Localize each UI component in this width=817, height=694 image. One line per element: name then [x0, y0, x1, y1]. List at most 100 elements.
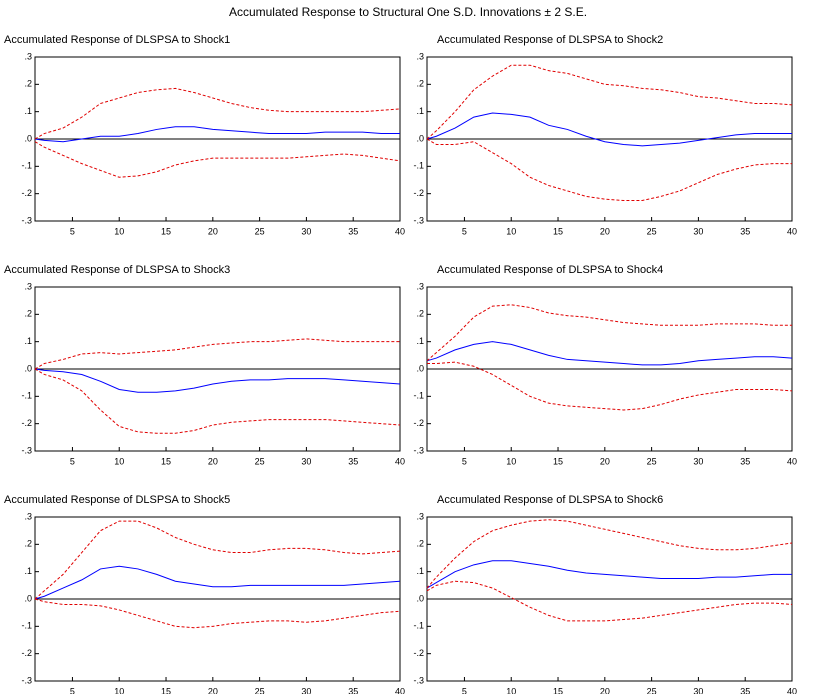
- x-tick-label: 5: [462, 686, 467, 694]
- x-tick-label: 15: [161, 456, 171, 466]
- y-tick-label: -.2: [21, 418, 32, 428]
- x-tick-label: 5: [70, 226, 75, 236]
- y-tick-label: .2: [24, 79, 32, 89]
- x-tick-label: 35: [740, 226, 750, 236]
- band-line: [426, 580, 793, 622]
- y-tick-label: .0: [24, 363, 32, 373]
- panel-title: Accumulated Response of DLSPSA to Shock2: [437, 34, 663, 46]
- panel-title: Accumulated Response of DLSPSA to Shock4: [437, 264, 663, 276]
- x-tick-label: 10: [114, 456, 124, 466]
- y-tick-label: .1: [416, 336, 424, 346]
- y-tick-label: .0: [416, 593, 424, 603]
- y-tick-label: -.1: [21, 161, 32, 171]
- x-tick-label: 40: [395, 686, 405, 694]
- panel-title: Accumulated Response of DLSPSA to Shock3: [4, 264, 230, 276]
- y-tick-label: -.3: [413, 445, 424, 455]
- x-tick-label: 30: [301, 686, 311, 694]
- x-tick-label: 35: [348, 686, 358, 694]
- x-tick-label: 30: [301, 226, 311, 236]
- x-tick-label: 5: [462, 456, 467, 466]
- x-tick-label: 35: [740, 686, 750, 694]
- x-tick-label: 30: [301, 456, 311, 466]
- x-tick-label: 40: [787, 456, 797, 466]
- x-tick-label: 25: [647, 456, 657, 466]
- y-tick-label: .1: [416, 106, 424, 116]
- band-line: [34, 141, 401, 178]
- y-tick-label: .1: [24, 566, 32, 576]
- x-tick-label: 40: [395, 226, 405, 236]
- x-tick-label: 40: [787, 226, 797, 236]
- x-tick-label: 35: [348, 456, 358, 466]
- response-line: [426, 112, 792, 147]
- x-tick-label: 10: [506, 456, 516, 466]
- band-line: [34, 368, 401, 434]
- response-line: [34, 368, 401, 393]
- panel-title: Accumulated Response of DLSPSA to Shock5: [4, 494, 230, 506]
- y-tick-label: .3: [24, 511, 32, 521]
- x-tick-label: 15: [161, 686, 171, 694]
- y-tick-label: .0: [24, 593, 32, 603]
- band-line: [426, 64, 793, 140]
- x-tick-label: 5: [462, 226, 467, 236]
- main-title: Accumulated Response to Structural One S…: [229, 5, 587, 19]
- x-tick-label: 40: [395, 456, 405, 466]
- band-line: [427, 361, 793, 411]
- band-line: [426, 138, 792, 201]
- y-tick-label: -.1: [21, 391, 32, 401]
- x-tick-label: 20: [600, 456, 610, 466]
- response-line: [426, 560, 792, 589]
- x-tick-label: 20: [208, 456, 218, 466]
- x-tick-label: 20: [208, 686, 218, 694]
- band-line: [34, 520, 401, 600]
- x-tick-label: 30: [693, 456, 703, 466]
- y-tick-label: .0: [416, 133, 424, 143]
- y-tick-label: .3: [24, 51, 32, 61]
- y-tick-label: .1: [416, 566, 424, 576]
- x-tick-label: 25: [647, 226, 657, 236]
- y-tick-label: .3: [416, 281, 424, 291]
- x-tick-label: 25: [255, 456, 265, 466]
- x-tick-label: 25: [255, 686, 265, 694]
- y-tick-label: .1: [24, 106, 32, 116]
- x-tick-label: 5: [70, 686, 75, 694]
- band-line: [34, 338, 400, 370]
- response-line: [34, 565, 401, 600]
- y-tick-label: .3: [416, 51, 424, 61]
- y-tick-label: .0: [416, 363, 424, 373]
- x-tick-label: 15: [553, 686, 563, 694]
- x-tick-label: 10: [114, 686, 124, 694]
- x-tick-label: 25: [255, 226, 265, 236]
- x-tick-label: 25: [647, 686, 657, 694]
- x-tick-label: 15: [161, 226, 171, 236]
- panel-title: Accumulated Response of DLSPSA to Shock1: [4, 34, 230, 46]
- x-tick-label: 35: [348, 226, 358, 236]
- y-tick-label: -.3: [21, 675, 32, 685]
- x-tick-label: 10: [506, 226, 516, 236]
- y-tick-label: .2: [416, 79, 424, 89]
- y-tick-label: -.2: [413, 188, 424, 198]
- y-tick-label: -.2: [21, 188, 32, 198]
- band-line: [34, 598, 401, 629]
- band-line: [426, 519, 793, 589]
- y-tick-label: -.1: [21, 621, 32, 631]
- y-tick-label: -.3: [21, 445, 32, 455]
- x-tick-label: 10: [506, 686, 516, 694]
- x-tick-label: 10: [114, 226, 124, 236]
- response-line: [426, 341, 793, 366]
- y-tick-label: -.1: [413, 391, 424, 401]
- y-tick-label: .0: [24, 133, 32, 143]
- y-tick-label: -.2: [413, 648, 424, 658]
- x-tick-label: 15: [553, 456, 563, 466]
- y-tick-label: .1: [24, 336, 32, 346]
- y-tick-label: -.3: [413, 675, 424, 685]
- y-tick-label: -.3: [413, 215, 424, 225]
- x-tick-label: 30: [693, 686, 703, 694]
- x-tick-label: 20: [600, 226, 610, 236]
- y-tick-label: -.1: [413, 161, 424, 171]
- x-tick-label: 20: [600, 686, 610, 694]
- y-tick-label: -.2: [21, 648, 32, 658]
- x-tick-label: 35: [740, 456, 750, 466]
